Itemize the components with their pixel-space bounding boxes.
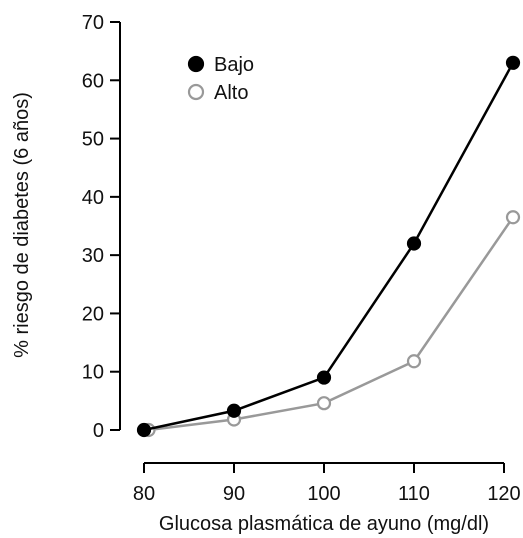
legend-label-alto: Alto	[214, 82, 248, 104]
legend-marker-alto	[187, 83, 205, 101]
legend-label-bajo: Bajo	[214, 54, 254, 76]
data-point-bajo	[316, 370, 332, 385]
x-tick-label: 110	[398, 483, 430, 505]
y-tick-label: 40	[82, 187, 104, 209]
data-point-alto	[316, 396, 332, 411]
x-tick-label: 120	[487, 483, 520, 505]
y-tick-label: 30	[82, 245, 104, 267]
x-axis: 80 90 100 110 120	[133, 462, 521, 505]
series-bajo	[136, 55, 521, 438]
x-tick-label: 100	[307, 483, 340, 505]
data-point-bajo	[406, 236, 422, 251]
series-alto	[141, 210, 521, 438]
series-line-alto	[148, 216, 515, 432]
data-point-bajo	[136, 422, 152, 438]
data-point-alto	[505, 210, 521, 225]
y-tick-label: 60	[82, 70, 104, 92]
y-axis: 0 10 20 30 40 50 60 70	[82, 12, 121, 442]
x-axis-title: Glucosa plasmática de ayuno (mg/dl)	[159, 513, 489, 535]
series-layer	[136, 55, 521, 438]
y-tick-label: 70	[82, 12, 104, 34]
x-tick-label: 90	[223, 483, 245, 505]
y-tick-label: 0	[93, 420, 104, 442]
data-point-bajo	[226, 403, 242, 418]
y-axis-title: % riesgo de diabetes (6 años)	[11, 92, 33, 358]
legend-marker-bajo	[187, 55, 205, 73]
data-point-bajo	[505, 55, 521, 70]
data-point-alto	[406, 354, 422, 369]
x-tick-label: 80	[133, 483, 155, 505]
y-tick-label: 50	[82, 129, 104, 151]
y-tick-label: 10	[82, 362, 104, 384]
legend: Bajo Alto	[187, 54, 254, 104]
y-tick-label: 20	[82, 303, 104, 325]
